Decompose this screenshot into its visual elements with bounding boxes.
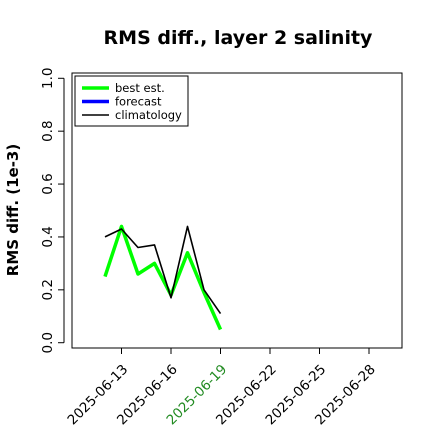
y-tick-label: 0.2	[40, 279, 56, 300]
y-tick-label: 0.8	[40, 120, 56, 141]
x-axis: 2025-06-132025-06-162025-06-192025-06-22…	[65, 348, 379, 428]
y-tick-label: 0.0	[40, 332, 56, 353]
y-tick-label: 0.6	[40, 173, 56, 194]
legend-label: best est.	[115, 81, 165, 95]
plot-area-frame	[71, 72, 403, 349]
y-tick-label: 0.4	[40, 226, 56, 247]
y-tick-label: 1.0	[40, 68, 56, 89]
chart-title: RMS diff., layer 2 salinity	[104, 27, 374, 49]
series-line-best-est	[103, 224, 223, 331]
legend-label: climatology	[115, 108, 182, 122]
y-axis-label: RMS diff. (1e-3)	[4, 144, 22, 276]
legend-label: forecast	[115, 95, 162, 109]
y-axis: 0.0 0.2 0.4 0.6 0.8 1.0	[40, 68, 65, 353]
series-lines	[103, 224, 223, 331]
series-line-climatology	[104, 225, 222, 315]
